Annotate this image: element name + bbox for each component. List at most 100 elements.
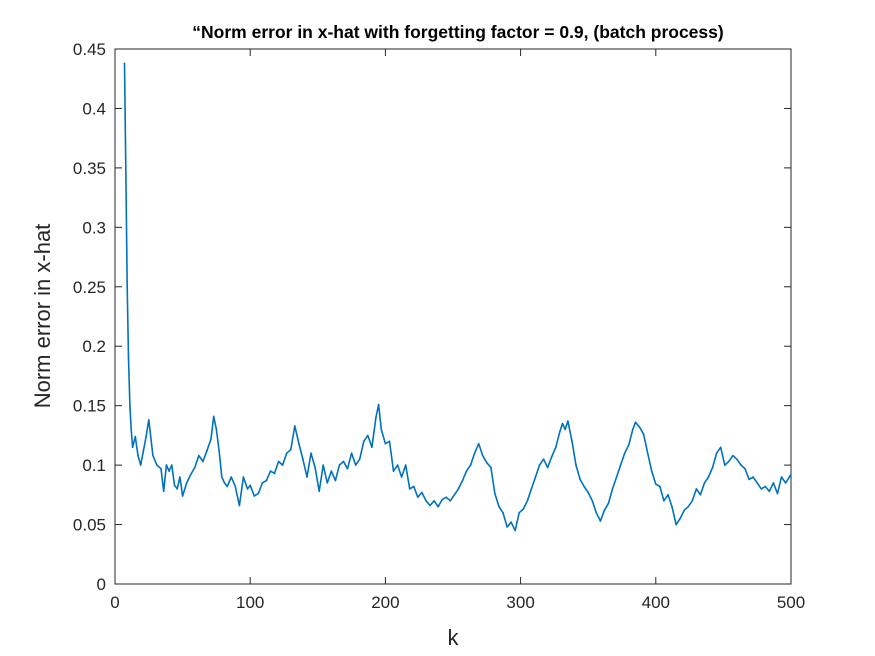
- data-point: [400, 476, 403, 478]
- data-point: [202, 460, 204, 463]
- data-point: [752, 476, 754, 478]
- data-point: [784, 482, 787, 484]
- data-point: [707, 476, 710, 478]
- data-point: [748, 478, 750, 481]
- data-point: [655, 483, 657, 485]
- data-point: [632, 428, 634, 431]
- data-point: [148, 419, 150, 421]
- data-point: [246, 488, 249, 490]
- data-point: [194, 466, 196, 469]
- data-point: [671, 505, 673, 508]
- data-point: [171, 464, 173, 466]
- data-point: [212, 415, 215, 418]
- data-point: [189, 473, 192, 476]
- data-point: [711, 466, 714, 469]
- data-point: [449, 500, 452, 502]
- data-point: [230, 476, 233, 478]
- y-tick-label: 0.4: [82, 99, 106, 118]
- data-point: [715, 452, 718, 455]
- data-point: [642, 433, 645, 436]
- data-point: [285, 452, 288, 455]
- data-point: [173, 484, 176, 487]
- data-point: [306, 476, 308, 478]
- data-point: [215, 428, 218, 431]
- data-point: [298, 442, 300, 445]
- x-tick-label: 400: [642, 593, 670, 612]
- data-point: [768, 490, 771, 493]
- data-point: [561, 422, 564, 425]
- data-point: [354, 464, 357, 466]
- data-point: [142, 450, 145, 452]
- data-point: [719, 446, 722, 449]
- data-point: [134, 435, 137, 438]
- data-point: [131, 446, 134, 449]
- data-point: [156, 464, 158, 466]
- data-point: [445, 496, 448, 499]
- data-point: [322, 464, 325, 466]
- data-point: [165, 464, 168, 466]
- data-point: [502, 511, 504, 514]
- data-point: [273, 472, 276, 475]
- data-point: [687, 505, 689, 508]
- series-line: [123, 63, 792, 532]
- data-point: [481, 454, 484, 457]
- data-point: [281, 464, 284, 466]
- data-point: [429, 504, 431, 507]
- data-point: [772, 482, 775, 484]
- x-tick-label: 200: [371, 593, 399, 612]
- data-point: [522, 508, 525, 510]
- data-point: [421, 491, 423, 494]
- data-point: [457, 488, 460, 490]
- data-point: [695, 488, 698, 490]
- data-point: [469, 464, 472, 466]
- data-point: [234, 485, 237, 488]
- data-point: [162, 490, 165, 493]
- data-point: [667, 494, 669, 496]
- data-point: [358, 458, 361, 461]
- data-point: [534, 476, 537, 478]
- data-point: [334, 479, 337, 482]
- y-tick-label: 0.45: [73, 40, 106, 59]
- data-point: [679, 517, 681, 520]
- y-tick-label: 0.15: [73, 397, 106, 416]
- data-point: [506, 526, 508, 528]
- data-point: [127, 357, 130, 359]
- data-point: [137, 454, 139, 457]
- data-point: [591, 500, 594, 502]
- data-point: [392, 470, 395, 472]
- data-point: [764, 485, 767, 488]
- data-point: [494, 492, 496, 495]
- data-point: [441, 498, 444, 501]
- data-point: [261, 482, 264, 484]
- data-point: [176, 488, 178, 490]
- data-point: [526, 500, 529, 502]
- data-point: [375, 416, 377, 419]
- data-point: [198, 454, 200, 457]
- data-point: [367, 434, 369, 437]
- data-point: [498, 505, 500, 508]
- data-point: [129, 404, 131, 407]
- data-point: [790, 473, 792, 476]
- data-point: [760, 488, 763, 490]
- data-point: [490, 466, 492, 469]
- data-point: [242, 476, 245, 478]
- data-point: [265, 479, 268, 482]
- data-point: [342, 460, 345, 463]
- data-point: [530, 488, 533, 490]
- data-point: [550, 456, 553, 458]
- data-point: [346, 467, 349, 470]
- data-point: [363, 440, 365, 443]
- data-point: [619, 464, 622, 466]
- data-point: [571, 440, 573, 443]
- data-point: [145, 435, 147, 438]
- data-point: [269, 470, 272, 472]
- y-tick-label: 0.25: [73, 278, 106, 297]
- y-tick-label: 0.3: [82, 218, 106, 237]
- y-tick-label: 0.35: [73, 159, 106, 178]
- x-tick-label: 100: [236, 593, 264, 612]
- data-point: [559, 431, 561, 433]
- data-point: [168, 470, 170, 472]
- data-point: [646, 452, 649, 455]
